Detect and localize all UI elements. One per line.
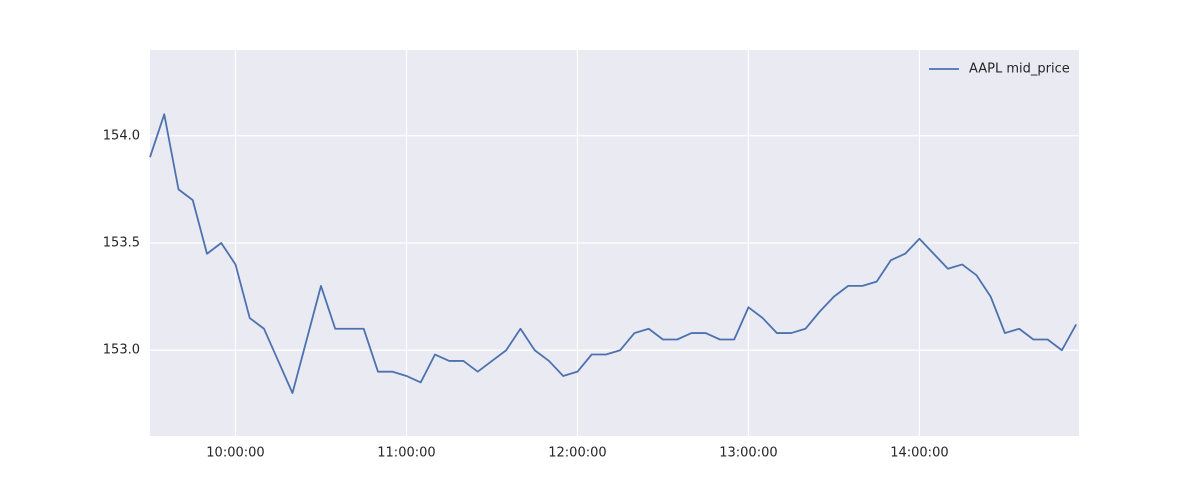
y-tick-label: 154.0 (103, 128, 140, 143)
marks (149, 113, 1077, 395)
x-tick-label: 12:00:00 (548, 446, 606, 461)
x-tick-label: 13:00:00 (719, 446, 777, 461)
x-tick-label: 11:00:00 (377, 446, 435, 461)
y-tick-label: 153.0 (103, 343, 140, 358)
grid (150, 50, 1079, 436)
x-tick-label: 10:00:00 (206, 446, 264, 461)
legend-label: AAPL mid_price (969, 62, 1070, 77)
line (149, 113, 1077, 395)
y-tick-label: 153.5 (103, 236, 140, 251)
x-tick-label: 14:00:00 (890, 446, 948, 461)
labels: 153.0 153.5 154.0 10:00:00 11:00:00 12:00:00 1… (103, 62, 1070, 461)
